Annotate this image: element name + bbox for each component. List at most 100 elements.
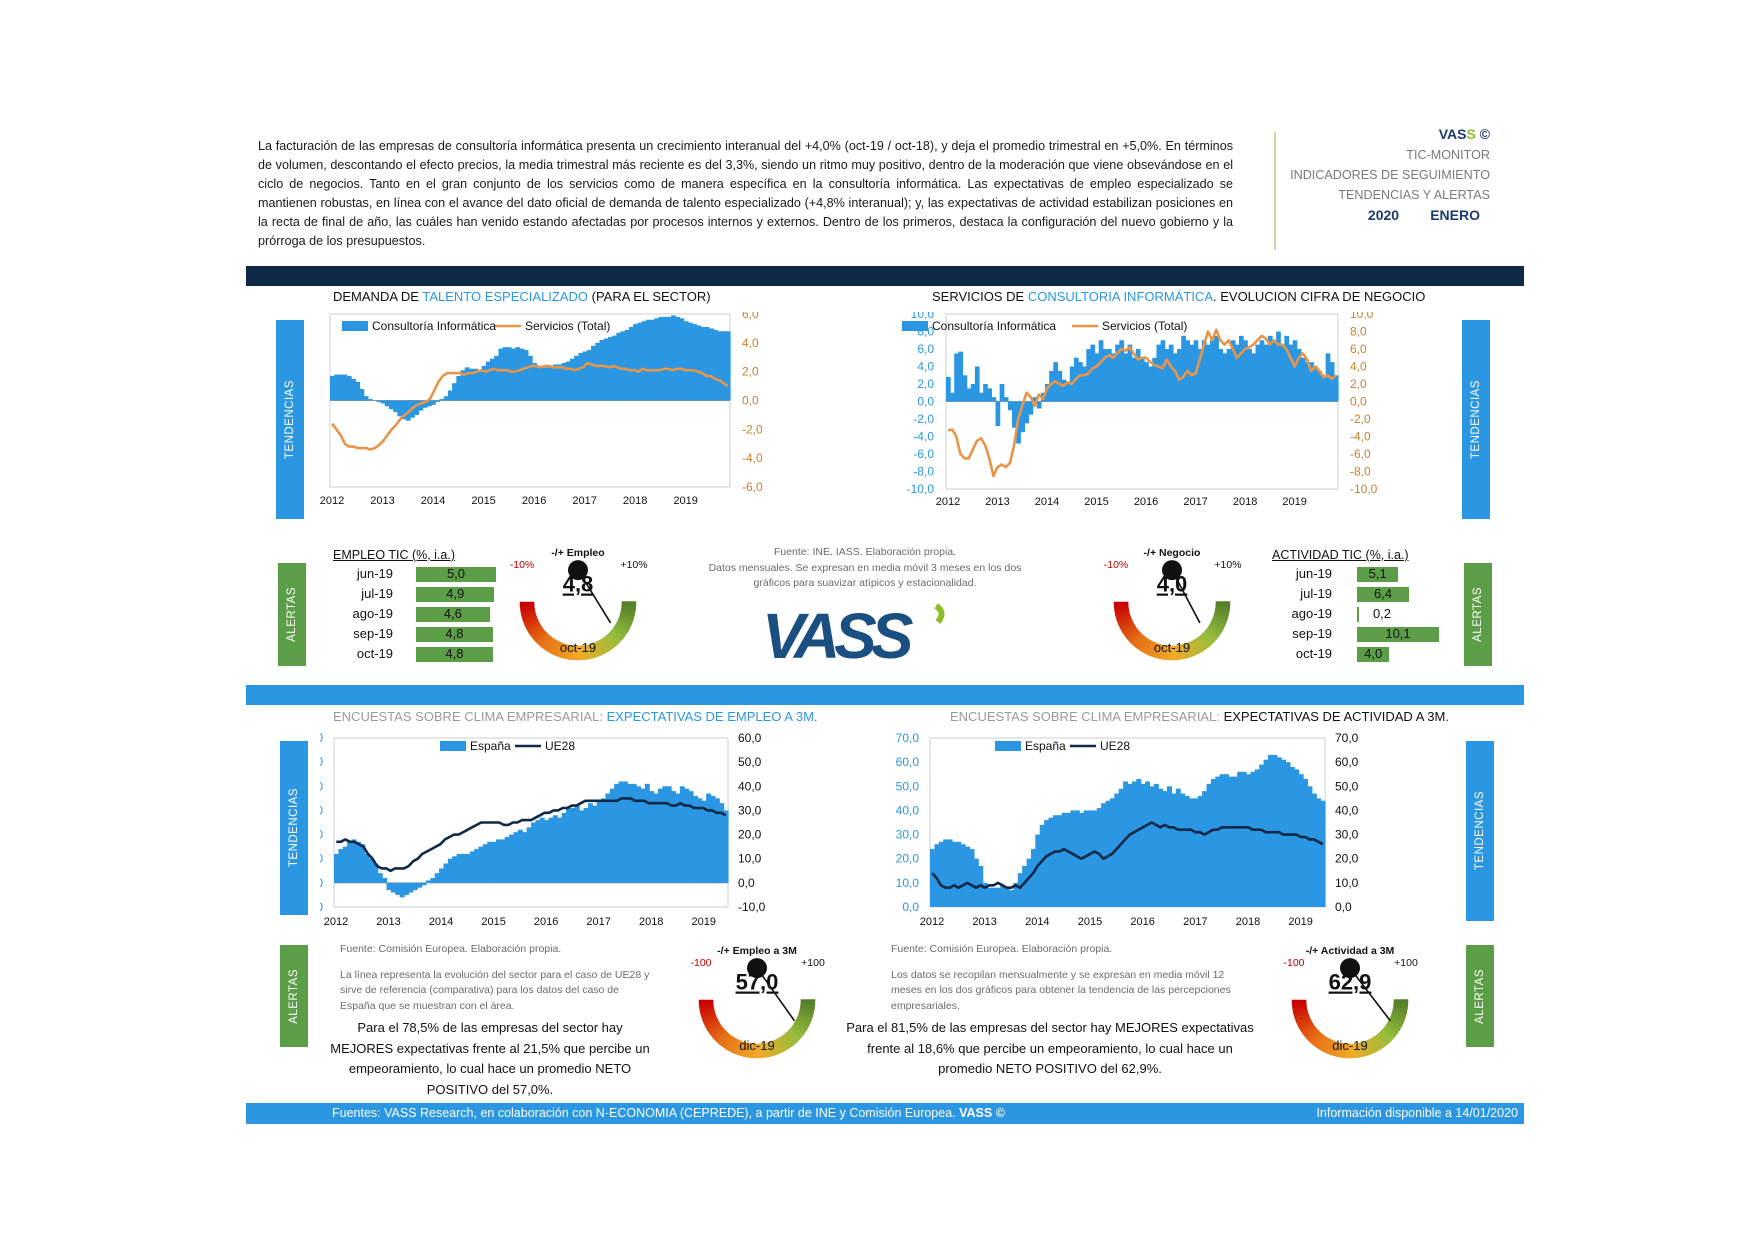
chart-actividad-3m: 70,0 60,0 50,0 40,0 30,0 20,0 10,0 0,0 70,0 60,0 5… [896,733,1359,928]
bar [1000,885,1006,907]
bar [966,388,972,402]
bar [1017,873,1023,907]
tab-label: ALERTAS [288,968,300,1024]
alert-bar [416,647,493,662]
alert-month: sep-19 [353,626,393,641]
x-tick-label: 2018 [1233,496,1257,508]
chart2-title: SERVICIOS DE CONSULTORIA INFORMÁTICA. EV… [932,289,1425,304]
chart2-title-b: CONSULTORIA INFORMÁTICA [1027,289,1213,304]
bar [1175,788,1181,907]
bar [1254,769,1260,907]
intro-paragraph: La facturación de las empresas de consul… [258,139,1233,248]
y-left-tick-label: 40,0 [896,803,920,817]
bar [679,786,685,883]
tab-alertas-1: ALERTAS [278,563,306,666]
bar [388,400,394,410]
bar [561,812,567,883]
bar [1251,353,1257,402]
gauge-title: -/+ Actividad a 3M [1306,945,1395,957]
bar [1086,349,1092,402]
bar [675,316,681,401]
chart2-title-c: . EVOLUCION CIFRA DE NEGOCIO [1213,289,1426,304]
legend-swatch-bar [342,321,368,331]
bar [1032,397,1038,402]
bar [474,849,480,883]
bar [566,808,571,883]
bar [468,368,474,401]
bar [950,392,955,402]
bar [1228,776,1234,907]
bar [1052,815,1058,907]
bar [373,863,379,883]
bar [717,331,723,401]
note-bottom-left: Fuente: Comisión Europea. Elaboración pr… [340,942,650,1014]
bar [422,400,428,408]
bar [535,820,541,883]
bar [1247,349,1252,402]
bar [605,793,611,883]
bar [954,353,959,402]
chart4-title-a: ENCUESTAS SOBRE CLIMA EMPRESARIAL: [950,709,1224,724]
y-left-tick-label: 4,0 [917,360,934,374]
x-tick-label: 2019 [1282,496,1306,508]
bar [473,368,478,401]
bar [464,367,470,401]
x-tick-label: 2014 [429,916,453,928]
chart3-title: ENCUESTAS SOBRE CLIMA EMPRESARIAL: EXPEC… [333,709,818,724]
bar [359,388,365,401]
chart4-title: ENCUESTAS SOBRE CLIMA EMPRESARIAL: EXPEC… [950,709,1449,724]
bar [974,366,980,402]
bar [1180,793,1186,907]
bar [618,781,624,883]
report-month: ENERO [1430,207,1480,223]
bar [498,348,504,401]
bar [1028,401,1034,415]
gauge-min-label: -100 [1283,957,1304,969]
y-right-tick-label: -6,0 [742,480,763,494]
note-br-text: Los datos se recopilan mensualmente y se… [891,968,1231,1012]
bar [1189,344,1195,402]
gauge-hub [1162,560,1182,581]
footer-date: Información disponible a 14/01/2020 [1316,1106,1518,1120]
bar [526,827,532,883]
bar [338,374,344,401]
gauge-date: dic-19 [739,1038,774,1053]
bar [1197,349,1203,402]
bar [1096,808,1102,907]
bar [417,882,423,888]
bar [671,791,677,883]
bar [1250,771,1256,907]
gauge-title: -/+ Empleo a 3M [717,945,797,957]
bar [491,841,497,883]
bar [721,331,727,401]
bar [969,849,975,907]
y-left-tick-label: 20,0 [320,828,323,842]
bar [1061,812,1067,907]
x-tick-label: 2013 [972,916,996,928]
bar [1030,849,1036,907]
bar [553,364,558,401]
bar [404,882,410,895]
report-year: 2020 [1367,207,1400,223]
bar [1106,349,1112,402]
bar [363,396,369,401]
y-right-tick-label: 50,0 [1335,779,1359,793]
bar [1168,344,1174,402]
bar [570,808,576,883]
bar [958,351,964,402]
bar [583,808,589,883]
footer-sources: Fuentes: VASS Research, en colaboración … [332,1106,1005,1120]
bar [1127,344,1133,402]
bar [1313,366,1318,402]
gauge-max-label: +100 [1394,957,1418,969]
bar [1070,810,1076,907]
y-right-tick-label: -8,0 [1350,465,1371,479]
legend-swatch-bar [440,741,466,751]
bar [1160,340,1166,402]
bar [1307,786,1313,907]
bar [439,868,445,883]
bar [532,363,537,401]
legend-label-line: UE28 [545,739,575,753]
bar [338,849,344,883]
footer-bar: Fuentes: VASS Research, en colaboración … [246,1103,1524,1124]
